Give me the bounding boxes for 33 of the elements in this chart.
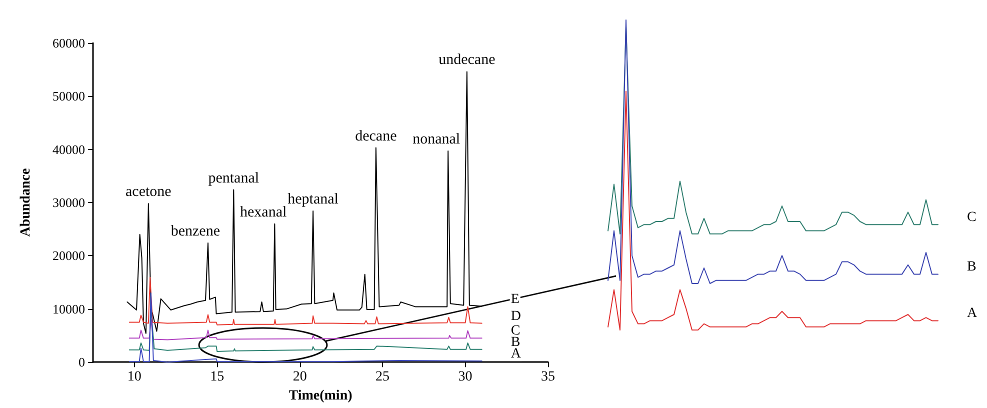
y-tick-label: 20000: [52, 248, 85, 264]
annotation: acetone: [126, 184, 172, 200]
line-series: [128, 277, 482, 326]
annotation: benzene: [170, 223, 220, 240]
annotation: hexanal: [240, 204, 287, 220]
y-tick-label: 60000: [52, 36, 85, 50]
x-tick-label: 10: [127, 370, 142, 385]
line-series: [128, 319, 482, 340]
x-tick-label: 30: [458, 370, 472, 385]
y-axis-title: Abundance: [18, 168, 34, 237]
annotation: undecane: [438, 52, 496, 68]
x-axis-title: Time(min): [288, 388, 353, 404]
text: E: [510, 292, 520, 307]
y-tick-label: 40000: [52, 142, 85, 157]
annotation: nonanal: [412, 131, 460, 148]
text: C: [967, 210, 976, 226]
annotation: pentanal: [208, 170, 260, 186]
text: A: [510, 346, 522, 362]
text: A: [967, 306, 978, 322]
x-tick-label: 35: [541, 370, 555, 385]
text: B: [967, 260, 976, 275]
y-tick-label: 50000: [52, 88, 85, 104]
x-tick-label: 25: [376, 370, 390, 385]
y-tick-label: 0: [78, 354, 85, 370]
annotation: heptanal: [288, 192, 338, 208]
text: D: [510, 308, 521, 324]
line-series: [126, 71, 482, 334]
annotation: decane: [355, 128, 398, 144]
line-series: [128, 292, 482, 363]
x-tick-label: 20: [292, 370, 307, 385]
y-tick-label: 30000: [52, 195, 85, 210]
y-tick-label: 10000: [52, 301, 85, 316]
x-tick-label: 15: [210, 370, 224, 385]
